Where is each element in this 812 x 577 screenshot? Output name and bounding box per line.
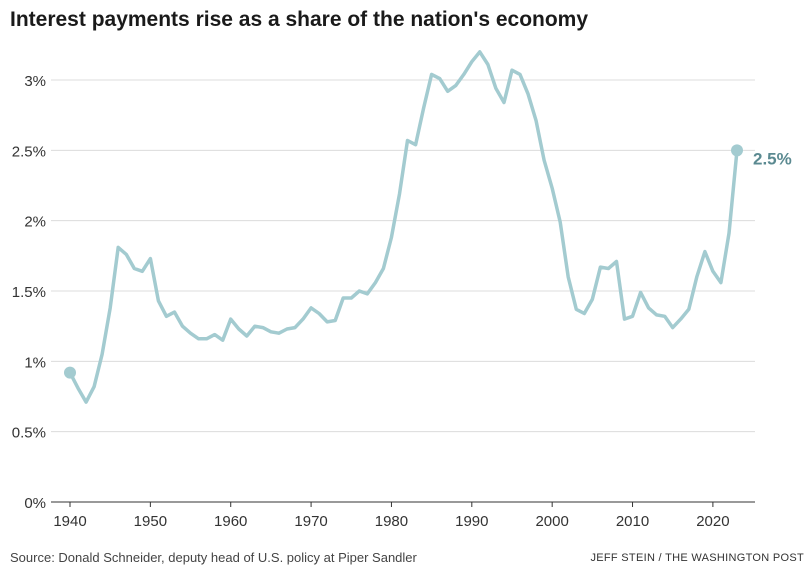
y-tick-label: 1.5% (12, 284, 46, 301)
gridlines (51, 79, 755, 433)
x-tick-label: 1980 (375, 513, 408, 530)
x-tick-label: 2000 (535, 513, 568, 530)
endpoint-label: 2.5% (753, 149, 792, 168)
series-group: 2.5% (64, 50, 792, 404)
series-line (68, 50, 739, 404)
x-tick-label: 2010 (616, 513, 649, 530)
y-tick-label: 0% (24, 495, 46, 512)
source-note: Source: Donald Schneider, deputy head of… (10, 550, 417, 565)
chart-title: Interest payments rise as a share of the… (10, 8, 589, 31)
end-point-marker (731, 144, 743, 157)
credit-line: JEFF STEIN / THE WASHINGTON POST (590, 552, 804, 564)
y-tick-label: 0.5% (12, 425, 46, 442)
x-tick-label: 2020 (696, 513, 729, 530)
x-tick-label: 1940 (53, 513, 86, 530)
x-tick-label: 1950 (134, 513, 167, 530)
start-point-marker (64, 366, 76, 379)
x-axis-tick-labels: 1940 1950 1960 1970 1980 1990 2000 2010 2020 (53, 502, 730, 530)
y-tick-label: 2.5% (12, 143, 46, 160)
y-tick-label: 2% (24, 214, 46, 231)
x-tick-label: 1960 (214, 513, 247, 530)
y-tick-label: 3% (24, 73, 46, 90)
y-tick-label: 1% (24, 354, 46, 371)
x-tick-label: 1990 (455, 513, 488, 530)
y-axis-tick-labels: 0% 0.5% 1% 1.5% 2% 2.5% 3% (12, 73, 46, 512)
x-tick-label: 1970 (294, 513, 327, 530)
